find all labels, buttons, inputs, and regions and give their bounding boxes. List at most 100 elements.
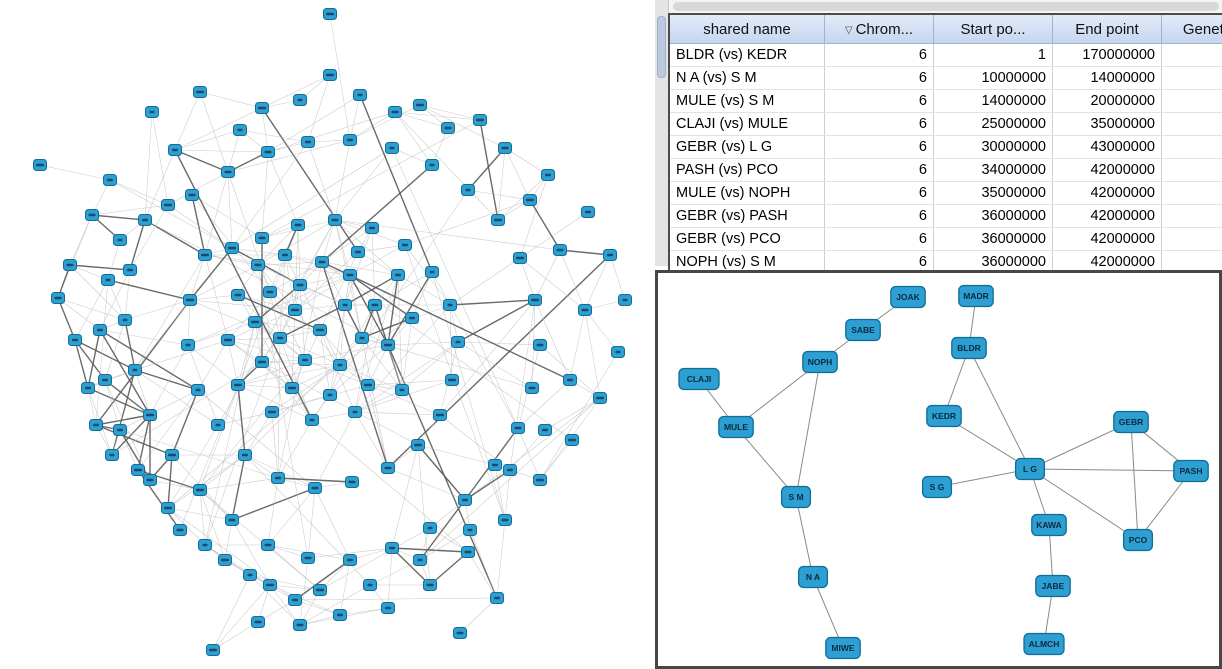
network-edge[interactable] bbox=[369, 559, 421, 586]
network-edge[interactable] bbox=[204, 254, 351, 276]
subnetwork-edge-GEBR-PCO[interactable] bbox=[1130, 421, 1139, 541]
network-edge[interactable] bbox=[199, 91, 229, 173]
table-cell[interactable]: 1 bbox=[933, 43, 1053, 67]
filter-icon[interactable]: ▽ bbox=[844, 24, 853, 36]
network-edge[interactable] bbox=[404, 199, 531, 246]
network-edge[interactable] bbox=[464, 397, 601, 501]
network-edge[interactable] bbox=[267, 111, 396, 153]
network-edge[interactable] bbox=[87, 329, 101, 389]
network-edge[interactable] bbox=[249, 574, 301, 626]
network-edge[interactable] bbox=[104, 319, 126, 381]
network-edge[interactable] bbox=[321, 261, 399, 276]
table-cell[interactable]: 8.4 bbox=[1161, 227, 1222, 251]
network-edge[interactable] bbox=[269, 261, 323, 293]
network-edge[interactable] bbox=[319, 329, 369, 386]
node-PCO[interactable]: PCO bbox=[1122, 528, 1154, 552]
column-header-genetic[interactable]: Genetic... bbox=[1161, 13, 1222, 44]
network-edge[interactable] bbox=[217, 411, 273, 426]
node-MULE[interactable]: MULE bbox=[718, 415, 754, 439]
horizontal-scrollbar[interactable] bbox=[673, 2, 1219, 11]
network-edge[interactable] bbox=[129, 219, 146, 271]
network-edge[interactable] bbox=[334, 147, 393, 221]
subnetwork-edge-NOPH-SM[interactable] bbox=[795, 361, 821, 498]
table-row[interactable]: GEBR (vs) PCO636000000420000008.4 bbox=[669, 227, 1222, 251]
network-edge[interactable] bbox=[321, 261, 389, 469]
table-cell[interactable]: 5.9 bbox=[1161, 112, 1222, 136]
node-KAWA[interactable]: KAWA bbox=[1031, 513, 1067, 537]
network-edge[interactable] bbox=[321, 227, 373, 263]
table-cell[interactable]: 170000000 bbox=[1052, 43, 1162, 67]
network-edge[interactable] bbox=[314, 411, 356, 489]
network-edge[interactable] bbox=[457, 299, 536, 343]
node-BLDR[interactable]: BLDR bbox=[951, 336, 987, 360]
network-edge[interactable] bbox=[167, 507, 233, 521]
table-cell[interactable]: 34000000 bbox=[933, 158, 1053, 182]
table-cell[interactable]: 6 bbox=[824, 135, 934, 159]
node-MIWE[interactable]: MIWE bbox=[825, 636, 861, 660]
network-edge[interactable] bbox=[109, 179, 169, 206]
network-edge[interactable] bbox=[137, 469, 201, 491]
table-cell[interactable]: 14000000 bbox=[933, 89, 1053, 113]
network-edge[interactable] bbox=[401, 317, 413, 391]
network-edge[interactable] bbox=[257, 584, 271, 623]
network-edge[interactable] bbox=[277, 477, 353, 483]
network-edge[interactable] bbox=[189, 299, 296, 311]
network-edge[interactable] bbox=[329, 274, 351, 396]
network-edge[interactable] bbox=[231, 454, 246, 521]
network-edge[interactable] bbox=[284, 254, 296, 311]
network-edge[interactable] bbox=[339, 559, 351, 616]
network-edge[interactable] bbox=[449, 304, 459, 343]
network-edge[interactable] bbox=[319, 329, 331, 396]
table-cell[interactable]: 42000000 bbox=[1052, 250, 1162, 275]
network-edge[interactable] bbox=[204, 544, 271, 586]
network-edge[interactable] bbox=[74, 279, 109, 341]
table-row[interactable]: BLDR (vs) KEDR61170000000192.0 bbox=[669, 43, 1222, 67]
network-edge[interactable] bbox=[167, 171, 229, 206]
table-cell[interactable]: 6.6 bbox=[1161, 66, 1222, 90]
table-row[interactable]: MULE (vs) NOPH6350000004200000010.5 bbox=[669, 181, 1222, 205]
network-edge[interactable] bbox=[519, 211, 589, 259]
main-network-canvas[interactable] bbox=[0, 0, 650, 669]
network-edge[interactable] bbox=[239, 129, 309, 143]
node-LG[interactable]: L G bbox=[1014, 457, 1046, 481]
network-edge[interactable] bbox=[199, 489, 321, 591]
network-edge[interactable] bbox=[401, 341, 459, 391]
network-edge[interactable] bbox=[104, 379, 151, 416]
network-edge[interactable] bbox=[269, 291, 281, 339]
network-edge[interactable] bbox=[104, 379, 151, 481]
table-row[interactable]: MULE (vs) S M614000000200000007.5 bbox=[669, 89, 1222, 113]
column-header-chrom[interactable]: ▽ Chrom... bbox=[824, 13, 934, 44]
network-edge[interactable] bbox=[91, 204, 169, 216]
network-edge[interactable] bbox=[359, 94, 433, 273]
network-edge[interactable] bbox=[314, 487, 351, 561]
network-edge[interactable] bbox=[431, 271, 506, 521]
network-edge[interactable] bbox=[321, 261, 573, 441]
node-NA[interactable]: N A bbox=[797, 565, 829, 589]
network-edge[interactable] bbox=[329, 344, 389, 396]
network-edge[interactable] bbox=[39, 164, 111, 181]
network-edge[interactable] bbox=[124, 269, 131, 321]
network-edge[interactable] bbox=[357, 244, 406, 253]
network-edge[interactable] bbox=[237, 384, 313, 421]
network-edge[interactable] bbox=[519, 174, 549, 259]
table-cell[interactable]: 43000000 bbox=[1052, 135, 1162, 159]
network-edge[interactable] bbox=[107, 239, 121, 281]
network-edge[interactable] bbox=[394, 111, 449, 129]
network-edge[interactable] bbox=[144, 111, 153, 221]
network-edge[interactable] bbox=[361, 317, 413, 339]
network-edge[interactable] bbox=[387, 271, 433, 346]
subnetwork-edge-NA-MIWE[interactable] bbox=[812, 576, 844, 649]
network-edge[interactable] bbox=[87, 387, 151, 416]
network-edge[interactable] bbox=[174, 91, 201, 151]
network-edge[interactable] bbox=[174, 129, 241, 151]
network-edge[interactable] bbox=[277, 419, 313, 479]
network-edge[interactable] bbox=[244, 411, 273, 456]
network-edge[interactable] bbox=[294, 597, 498, 601]
network-edge[interactable] bbox=[179, 384, 239, 531]
table-row[interactable]: GEBR (vs) PASH636000000420000008.9 bbox=[669, 204, 1222, 228]
node-PASH[interactable]: PASH bbox=[1173, 459, 1209, 483]
network-edge[interactable] bbox=[279, 304, 346, 339]
network-edge[interactable] bbox=[109, 179, 233, 249]
table-row[interactable]: GEBR (vs) L G6300000004300000016.9 bbox=[669, 135, 1222, 159]
scrollbar-thumb[interactable] bbox=[657, 16, 666, 78]
